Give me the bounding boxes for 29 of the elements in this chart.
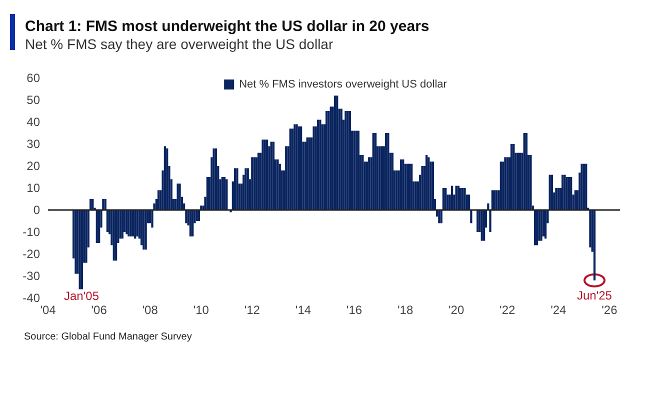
annotation: Jan'05 [64,289,100,303]
x-tick-label: '22 [500,303,516,317]
source-note: Source: Global Fund Manager Survey [24,332,192,342]
x-tick-label: '04 [40,303,56,317]
annotation: Jun'25 [577,288,612,302]
y-tick-label: 20 [26,159,40,173]
x-tick-label: '06 [91,303,108,317]
y-tick-label: 30 [26,137,40,151]
legend-label: Net % FMS investors overweight US dollar [239,78,448,90]
y-tick-label: 40 [26,115,40,129]
y-tick-label: -10 [22,225,40,239]
x-tick-label: '08 [142,303,158,317]
x-tick-label: '16 [346,303,362,317]
y-tick-label: 50 [26,93,40,107]
x-tick-label: '26 [602,303,618,317]
chart-title: Chart 1: FMS most underweight the US dollar in 20 years [25,18,430,35]
x-tick-label: '12 [244,303,260,317]
x-tick-label: '18 [397,303,414,317]
x-tick-label: '10 [193,303,210,317]
x-tick-label: '24 [550,303,567,317]
y-tick-label: -30 [22,269,40,283]
x-tick-label: '14 [295,303,312,317]
y-tick-label: 0 [33,203,40,217]
y-tick-label: -40 [22,291,40,305]
y-tick-label: 60 [26,71,40,85]
y-tick-label: 10 [26,181,40,195]
chart-subtitle: Net % FMS say they are overweight the US dollar [25,36,334,52]
x-tick-label: '20 [448,303,464,317]
y-tick-label: -20 [22,247,40,261]
